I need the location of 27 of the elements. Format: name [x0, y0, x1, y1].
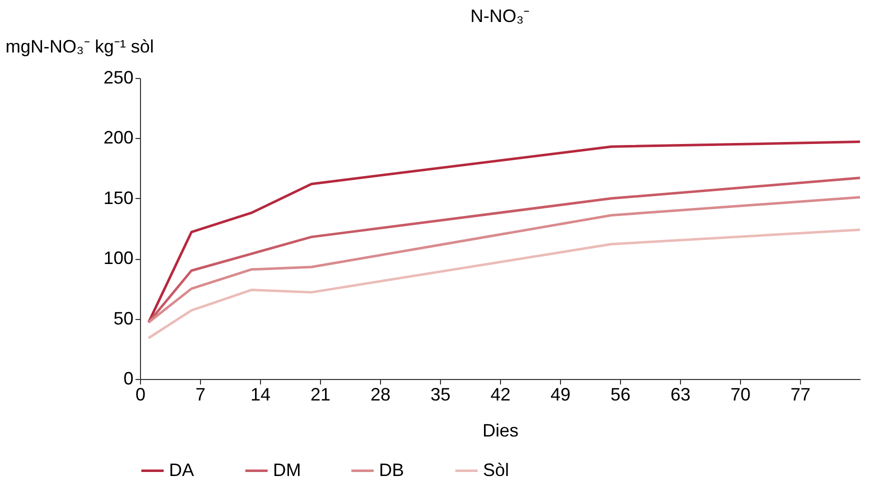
line-series	[147, 140, 862, 324]
y-tick-label: 100	[103, 248, 134, 268]
x-tick-label: 56	[610, 384, 631, 404]
y-tick-label: 250	[103, 68, 134, 88]
y-tick-label: 0	[123, 368, 134, 388]
y-tick-label: 150	[103, 188, 134, 208]
x-tick-label: 7	[195, 384, 206, 404]
legend-label: DA	[169, 460, 194, 480]
x-tick-label: 21	[310, 384, 331, 404]
x-tick-label: 42	[490, 384, 511, 404]
x-axis-title: Dies	[482, 420, 519, 440]
x-tick-label: 0	[135, 384, 146, 404]
y-tick-label: 50	[113, 308, 134, 328]
legend-label: DM	[273, 460, 301, 480]
x-tick-label: 77	[790, 384, 811, 404]
x-tick-label: 70	[730, 384, 751, 404]
y-tick-label: 200	[103, 128, 134, 148]
x-tick-label: 49	[550, 384, 571, 404]
line-series	[147, 228, 862, 340]
x-tick-label: 35	[430, 384, 451, 404]
x-tick-label: 14	[250, 384, 271, 404]
y-axis-title: mgN-NO₃⁻ kg⁻¹ sòl	[6, 36, 154, 56]
x-tick-label: 63	[670, 384, 691, 404]
legend-label: DB	[379, 460, 404, 480]
x-tick-label: 28	[370, 384, 391, 404]
chart-title: N-NO₃⁻	[470, 6, 530, 26]
legend-label: Sòl	[483, 460, 510, 480]
